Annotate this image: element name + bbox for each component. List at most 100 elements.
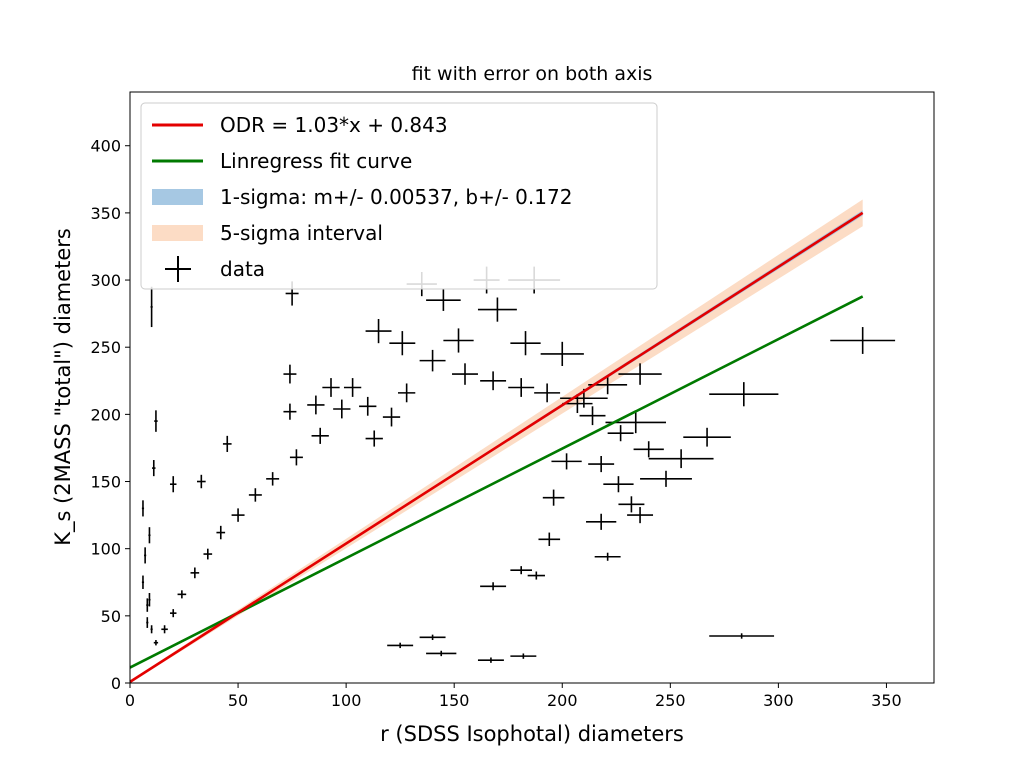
legend-label: 5-sigma interval [220, 221, 383, 245]
data-point [510, 331, 541, 356]
data-point [540, 341, 584, 367]
legend-item: ODR = 1.03*x + 0.843 [152, 113, 448, 137]
legend-swatch [152, 225, 203, 241]
data-point [603, 476, 634, 493]
data-point [283, 403, 297, 420]
data-point [508, 378, 535, 397]
data-point [419, 349, 446, 372]
data-point [534, 383, 561, 403]
data-point [527, 571, 545, 580]
x-tick-label: 0 [125, 691, 135, 710]
data-point [477, 297, 517, 322]
band-5-sigma [130, 199, 863, 684]
data-point [419, 634, 446, 641]
data-point [146, 617, 149, 628]
data-point [683, 427, 731, 447]
chart-title: fit with error on both axis [412, 63, 653, 85]
y-tick-label: 400 [90, 137, 121, 156]
data-point [633, 441, 664, 458]
legend-item: Linregress fit curve [152, 149, 412, 173]
data-point [322, 378, 340, 397]
legend-label: data [220, 257, 265, 281]
data-point [588, 456, 615, 473]
data-point [216, 525, 226, 540]
x-tick-label: 350 [871, 691, 902, 710]
data-point [197, 474, 206, 489]
data-point [830, 327, 896, 354]
data-point [190, 567, 200, 579]
data-point [477, 657, 504, 663]
data-point [307, 395, 325, 415]
data-point [510, 653, 537, 659]
data-point [343, 378, 362, 397]
y-tick-label: 150 [90, 473, 121, 492]
data-point [542, 489, 565, 506]
data-point [586, 513, 617, 530]
data-point [365, 318, 392, 344]
data-point [311, 427, 329, 444]
y-tick-label: 350 [90, 204, 121, 223]
fit-line [129, 211, 864, 683]
x-tick-label: 200 [547, 691, 578, 710]
x-tick-label: 150 [439, 691, 470, 710]
data-point [141, 500, 145, 517]
data-point [154, 410, 158, 432]
data-point [648, 449, 714, 469]
data-point [150, 286, 153, 328]
data-point [266, 472, 280, 486]
plot-area-frame [129, 91, 935, 684]
fit-lines [129, 211, 864, 683]
data-point [203, 548, 213, 560]
legend-item: 1-sigma: m+/- 0.00537, b+/- 0.172 [152, 185, 572, 209]
data-point [640, 470, 692, 487]
data-point [177, 590, 187, 599]
legend-swatch [152, 189, 203, 205]
x-axis-label: r (SDSS Isophotal) diameters [380, 722, 684, 746]
data-point [709, 633, 775, 639]
fit-line [129, 295, 864, 669]
data-point [594, 552, 621, 561]
legend-label: ODR = 1.03*x + 0.843 [220, 113, 448, 137]
data-point [398, 383, 416, 403]
data-point [562, 394, 593, 414]
data-point [627, 507, 654, 524]
data-point [169, 476, 177, 493]
data-point [359, 396, 377, 416]
x-tick-label: 300 [763, 691, 794, 710]
data-point [426, 650, 457, 657]
data-point [169, 609, 177, 618]
legend-item: 5-sigma interval [152, 221, 383, 245]
legend-frame [140, 102, 658, 290]
x-tick-label: 250 [655, 691, 686, 710]
data-point [538, 532, 561, 546]
data-point [150, 625, 153, 634]
data-point [144, 547, 147, 564]
data-point [709, 382, 779, 407]
y-tick-label: 200 [90, 405, 121, 424]
data-point [618, 363, 662, 385]
y-tick-label: 0 [111, 674, 121, 693]
data-point [161, 625, 168, 634]
data-point [152, 460, 156, 477]
y-tick-label: 100 [90, 540, 121, 559]
data-point [607, 425, 634, 442]
data-point [141, 575, 145, 589]
data-point [333, 399, 351, 419]
data-point [618, 496, 645, 513]
data-point [289, 449, 303, 466]
data-point [510, 566, 532, 575]
data-point [426, 289, 461, 311]
legend: ODR = 1.03*x + 0.843 Linregress fit curve… [140, 102, 658, 290]
x-axis: 0 50 100 150 200 250 300 350 [125, 683, 902, 710]
legend-label: Linregress fit curve [220, 149, 412, 173]
y-tick-label: 50 [101, 607, 121, 626]
data-point [480, 582, 507, 591]
data-point [443, 328, 474, 353]
data-point [153, 640, 159, 646]
data-point [480, 371, 507, 391]
data-points [141, 266, 896, 663]
data-point [222, 435, 232, 452]
data-point [283, 364, 297, 384]
x-tick-label: 100 [331, 691, 362, 710]
